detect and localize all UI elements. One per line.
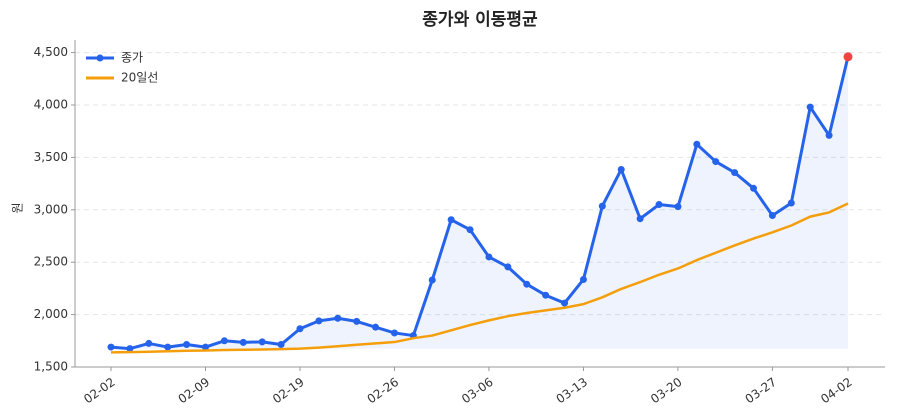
point — [145, 339, 153, 347]
point — [126, 345, 134, 353]
point — [372, 323, 380, 331]
point — [731, 169, 739, 177]
y-axis-label: 원 — [11, 202, 25, 213]
last-point — [843, 52, 853, 62]
point — [523, 280, 531, 288]
point — [598, 202, 606, 210]
point — [750, 184, 758, 192]
point — [655, 201, 663, 209]
x-tick-label: 02-09 — [176, 375, 213, 406]
point — [201, 343, 209, 351]
legend: 종가 20일선 — [86, 51, 158, 85]
point — [353, 317, 361, 325]
point — [334, 314, 342, 322]
point — [787, 199, 795, 207]
point — [428, 276, 436, 284]
x-tick-label: 02-26 — [365, 375, 402, 406]
point — [542, 291, 550, 299]
point — [239, 338, 247, 346]
y-tick-label: 3,500 — [34, 150, 68, 164]
area-fill — [111, 56, 848, 349]
point — [447, 216, 455, 224]
point — [693, 140, 701, 148]
point — [674, 203, 682, 211]
y-tick-label: 2,000 — [34, 307, 68, 321]
y-tick-label: 4,000 — [34, 97, 68, 111]
point — [636, 215, 644, 223]
point — [107, 343, 115, 351]
point — [768, 212, 776, 220]
point — [390, 329, 398, 337]
point — [466, 226, 474, 234]
x-tick-label: 04-02 — [818, 375, 855, 406]
point — [579, 275, 587, 283]
x-tick-label: 02-19 — [270, 375, 307, 406]
point — [806, 103, 814, 111]
x-tick-label: 03-06 — [459, 375, 496, 406]
y-tick-label: 4,500 — [34, 45, 68, 59]
point — [220, 337, 228, 345]
point — [712, 158, 720, 166]
y-tick-label: 3,000 — [34, 202, 68, 216]
point — [825, 131, 833, 139]
line — [110, 56, 850, 351]
x-tick-label: 03-20 — [648, 375, 685, 406]
legend-label: 20일선 — [121, 71, 158, 85]
y-tick-label: 1,500 — [34, 360, 68, 374]
point — [561, 299, 569, 307]
legend-marker — [96, 54, 104, 62]
point — [277, 340, 285, 348]
point — [504, 263, 512, 271]
point — [258, 338, 266, 346]
point — [296, 325, 304, 333]
point — [164, 343, 172, 351]
x-tick-label: 03-27 — [743, 375, 780, 406]
point — [183, 340, 191, 348]
x-tick-label: 03-13 — [554, 375, 591, 406]
point — [485, 253, 493, 261]
line — [110, 202, 849, 354]
chart-title: 종가와 이동평균 — [422, 10, 538, 30]
legend-label: 종가 — [121, 51, 143, 65]
point — [617, 165, 625, 173]
y-tick-label: 2,500 — [34, 255, 68, 269]
point — [315, 317, 323, 325]
x-tick-label: 02-02 — [81, 375, 118, 406]
